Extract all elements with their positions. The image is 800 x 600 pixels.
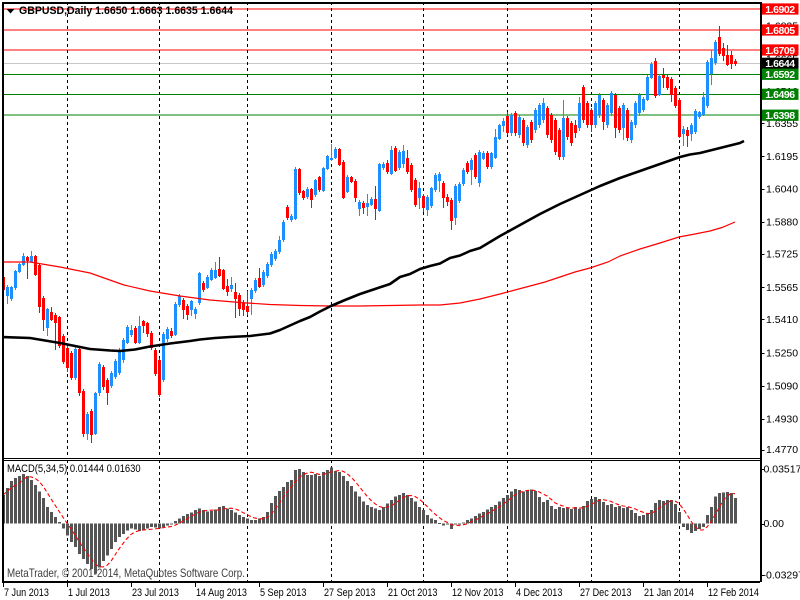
svg-text:21 Jan 2014: 21 Jan 2014	[644, 587, 694, 599]
svg-text:1 Jul 2013: 1 Jul 2013	[68, 587, 110, 599]
svg-text:1.5250: 1.5250	[766, 347, 798, 359]
svg-text:GBPUSD,Daily 1.6650 1.6663 1.: GBPUSD,Daily 1.6650 1.6663 1.6635 1.6644	[19, 5, 233, 17]
svg-text:1.6644: 1.6644	[765, 58, 795, 70]
svg-text:-0.03297: -0.03297	[763, 570, 800, 582]
svg-text:1.6592: 1.6592	[765, 69, 795, 81]
svg-text:1.4770: 1.4770	[766, 444, 798, 456]
svg-text:1.6805: 1.6805	[765, 25, 795, 37]
svg-text:0.00: 0.00	[764, 518, 785, 530]
svg-text:1.6709: 1.6709	[765, 45, 795, 57]
svg-text:MetaTrader, © 2001-2014, MetaQ: MetaTrader, © 2001-2014, MetaQuotes Soft…	[7, 567, 245, 580]
svg-text:27 Dec 2013: 27 Dec 2013	[580, 587, 632, 599]
svg-text:1.6195: 1.6195	[766, 151, 798, 163]
svg-text:12 Feb 2014: 12 Feb 2014	[708, 587, 759, 599]
svg-text:12 Nov 2013: 12 Nov 2013	[452, 587, 504, 599]
svg-text:14 Aug 2013: 14 Aug 2013	[196, 587, 247, 599]
svg-text:1.6355: 1.6355	[766, 118, 798, 130]
svg-text:1.6398: 1.6398	[765, 110, 795, 122]
svg-text:1.5565: 1.5565	[766, 282, 798, 294]
svg-text:1.5410: 1.5410	[766, 314, 798, 326]
svg-text:1.4930: 1.4930	[766, 414, 798, 426]
svg-text:1.5880: 1.5880	[766, 217, 798, 229]
svg-text:0.03517: 0.03517	[764, 464, 800, 476]
svg-text:4 Dec 2013: 4 Dec 2013	[516, 587, 563, 599]
svg-text:1.6902: 1.6902	[765, 4, 795, 16]
svg-text:5 Sep 2013: 5 Sep 2013	[260, 587, 307, 599]
svg-text:1.6496: 1.6496	[765, 89, 795, 101]
svg-text:1.6040: 1.6040	[766, 183, 798, 195]
svg-text:23 Jul 2013: 23 Jul 2013	[132, 587, 179, 599]
svg-text:21 Oct 2013: 21 Oct 2013	[388, 587, 438, 599]
svg-text:7 Jun 2013: 7 Jun 2013	[4, 587, 49, 599]
svg-text:27 Sep 2013: 27 Sep 2013	[324, 587, 376, 599]
svg-text:1.5090: 1.5090	[766, 380, 798, 392]
svg-text:MACD(5,34,5) 0.01444 0.01630: MACD(5,34,5) 0.01444 0.01630	[7, 463, 141, 475]
svg-text:1.5725: 1.5725	[766, 249, 798, 261]
